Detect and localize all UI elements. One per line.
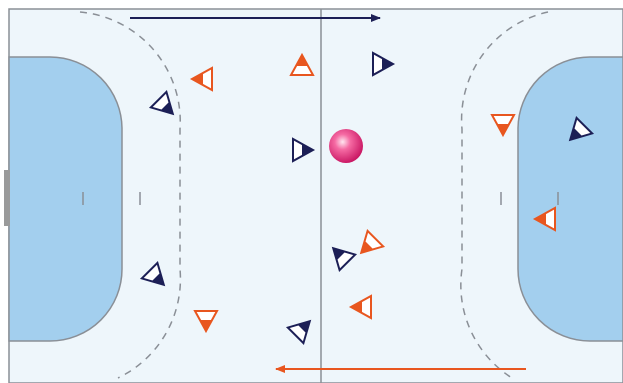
player-heading-marker	[302, 144, 313, 156]
left-free-throw-line	[79, 11, 182, 379]
player-navy-2	[148, 89, 175, 116]
player-orange-13	[348, 294, 372, 320]
player-navy-7	[285, 319, 312, 346]
player-heading-marker	[151, 272, 164, 285]
player-heading-marker	[200, 320, 212, 331]
players-layer	[139, 51, 595, 346]
left-goal-area	[8, 56, 123, 342]
player-orange-14	[193, 310, 219, 334]
player-navy-1	[372, 51, 396, 77]
player-orange-11	[532, 206, 556, 232]
player-navy-6	[139, 260, 166, 287]
player-orange-12	[359, 228, 386, 255]
player-heading-marker	[333, 248, 346, 261]
player-heading-marker	[296, 55, 308, 66]
player-heading-marker	[570, 127, 583, 140]
right-free-throw-line	[460, 11, 549, 379]
player-heading-marker	[535, 213, 546, 225]
player-orange-10	[490, 114, 516, 138]
player-heading-marker	[192, 73, 203, 85]
player-navy-5	[331, 246, 358, 273]
player-orange-9	[289, 52, 315, 76]
player-navy-3	[292, 137, 316, 163]
player-heading-marker	[297, 321, 310, 334]
player-navy-4	[568, 115, 595, 142]
player-heading-marker	[351, 301, 362, 313]
left-goal	[4, 170, 10, 226]
player-heading-marker	[361, 240, 374, 253]
player-heading-marker	[160, 101, 173, 114]
handball-ball-icon	[329, 129, 363, 163]
player-heading-marker	[497, 124, 509, 135]
player-heading-marker	[382, 58, 393, 70]
right-goal-area	[517, 56, 623, 342]
player-orange-8	[189, 66, 213, 92]
